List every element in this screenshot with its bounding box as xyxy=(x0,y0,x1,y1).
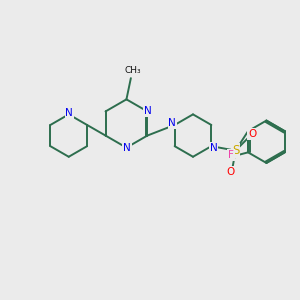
Text: N: N xyxy=(210,142,218,153)
Text: CH₃: CH₃ xyxy=(124,66,141,75)
Text: N: N xyxy=(65,108,73,118)
Text: N: N xyxy=(123,143,131,153)
Text: O: O xyxy=(248,129,256,139)
Text: N: N xyxy=(168,118,176,128)
Text: O: O xyxy=(226,167,234,177)
Text: F: F xyxy=(228,150,234,160)
Text: S: S xyxy=(232,144,239,157)
Text: N: N xyxy=(144,106,152,116)
